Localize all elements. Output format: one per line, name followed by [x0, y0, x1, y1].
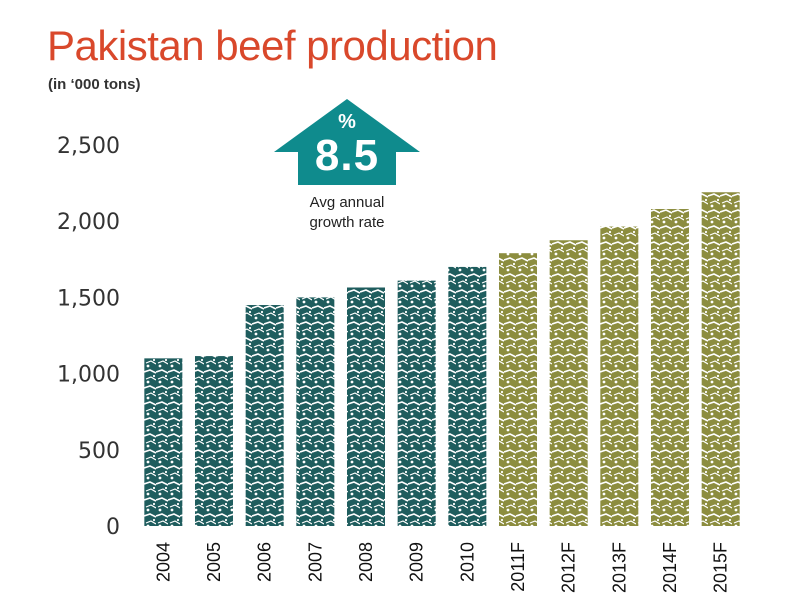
arrow-shape [274, 99, 420, 185]
bars [144, 192, 740, 527]
bar-2013F [600, 226, 639, 526]
y-tick-label: 500 [78, 439, 120, 464]
callout-label-line1: Avg annual [309, 194, 385, 211]
x-tick-label: 2015F [711, 542, 731, 593]
bar-2004 [144, 358, 183, 526]
x-tick-label: 2014F [660, 542, 680, 593]
y-tick-label: 0 [106, 515, 120, 540]
x-tick-label: 2010 [457, 542, 477, 582]
x-tick-label: 2008 [356, 542, 376, 582]
chart-subtitle: (in ‘000 tons) [48, 76, 141, 93]
bar-2010 [448, 266, 487, 526]
bar-2014F [651, 209, 689, 526]
y-tick-label: 1,500 [57, 286, 120, 311]
bar-2015F [701, 192, 740, 526]
bar-2012F [549, 240, 588, 526]
bar-2011F [499, 253, 537, 527]
y-tick-label: 2,500 [57, 134, 120, 159]
up-arrow-icon [274, 99, 420, 185]
x-tick-label: 2013F [609, 542, 629, 593]
bar-2007 [296, 297, 335, 526]
x-tick-label: 2012F [559, 542, 579, 593]
bar-2005 [195, 356, 233, 526]
x-axis: 2004 2005 2006 2007 2008 2009 2010 2011F 2012F 20… [153, 542, 730, 593]
x-tick-label: 2004 [153, 542, 173, 582]
callout-value: 8.5 [314, 131, 380, 180]
y-tick-label: 1,000 [57, 363, 120, 388]
bar-2006 [245, 305, 284, 526]
y-tick-label: 2,000 [57, 210, 120, 235]
x-tick-label: 2011F [508, 542, 528, 592]
bar-2008 [347, 287, 385, 526]
bar-2009 [397, 280, 436, 526]
chart-title: Pakistan beef production [47, 22, 498, 69]
x-tick-label: 2005 [204, 542, 224, 582]
y-axis: 0 500 1,000 1,500 2,000 2,500 [57, 134, 120, 540]
x-tick-label: 2006 [255, 542, 275, 582]
growth-callout: % 8.5 Avg annual growth rate [272, 97, 422, 231]
callout-label-line2: growth rate [309, 214, 385, 231]
x-tick-label: 2009 [407, 542, 427, 582]
callout-label: Avg annual growth rate [272, 193, 422, 233]
x-tick-label: 2007 [305, 542, 325, 582]
callout-percent-symbol: % [338, 111, 356, 133]
